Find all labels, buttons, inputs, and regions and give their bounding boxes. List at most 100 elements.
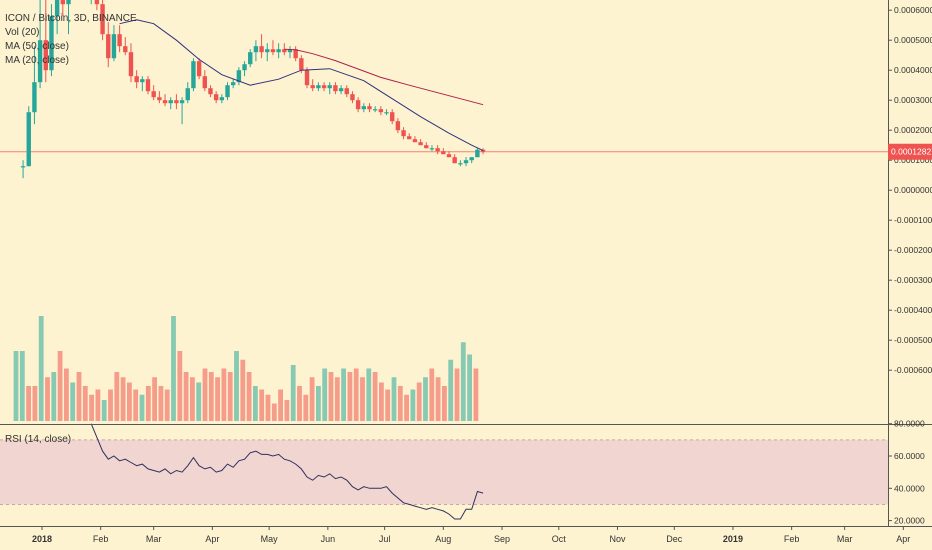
candle-down[interactable] — [446, 154, 452, 158]
price-axis-label: -0.0003000 — [894, 275, 932, 285]
time-axis-label: Apr — [896, 534, 910, 544]
candle-down[interactable] — [333, 85, 338, 92]
candle-down[interactable] — [350, 94, 355, 101]
candle-up[interactable] — [225, 85, 230, 98]
candle-down[interactable] — [293, 49, 298, 59]
candle-down[interactable] — [128, 52, 134, 77]
candle-up[interactable] — [475, 149, 480, 158]
candle-up[interactable] — [179, 100, 185, 104]
rsi-legend: RSI (14, close) — [5, 434, 71, 445]
candle-down[interactable] — [390, 112, 395, 122]
candle-down[interactable] — [418, 142, 423, 146]
volume-bar — [246, 372, 252, 421]
legend-ma50: MA (50, close) — [5, 41, 69, 52]
candle-up[interactable] — [372, 109, 378, 111]
candle-up[interactable] — [253, 46, 259, 53]
candle-down[interactable] — [162, 100, 168, 104]
candle-up[interactable] — [287, 49, 293, 53]
candle-up[interactable] — [32, 82, 37, 113]
volume-bar — [89, 394, 94, 421]
candle-down[interactable] — [157, 97, 162, 101]
candle-down[interactable] — [151, 91, 156, 98]
candle-up[interactable] — [316, 85, 321, 89]
volume-bar — [404, 394, 409, 421]
candle-up[interactable] — [265, 49, 270, 53]
candle-up[interactable] — [384, 112, 389, 114]
candle-down[interactable] — [452, 157, 457, 164]
candle-down[interactable] — [282, 49, 287, 53]
candle-down[interactable] — [344, 88, 349, 95]
candle-up[interactable] — [20, 166, 26, 168]
candle-down[interactable] — [304, 70, 310, 86]
legend-vol: Vol (20) — [5, 27, 39, 38]
candle-up[interactable] — [168, 100, 173, 104]
candle-down[interactable] — [270, 49, 276, 53]
candle-up[interactable] — [54, 0, 60, 17]
candle-up[interactable] — [242, 64, 247, 71]
candle-up[interactable] — [458, 163, 463, 165]
volume-bar — [385, 389, 391, 421]
candle-up[interactable] — [37, 40, 43, 83]
candle-down[interactable] — [117, 34, 122, 47]
time-axis-label: Nov — [609, 534, 626, 544]
candle-up[interactable] — [338, 88, 344, 92]
candle-down[interactable] — [174, 100, 179, 104]
candle-down[interactable] — [378, 109, 384, 113]
candle-down[interactable] — [407, 136, 412, 140]
candle-down[interactable] — [145, 79, 151, 92]
candle-up[interactable] — [327, 85, 332, 89]
time-axis-label: Oct — [552, 534, 567, 544]
candle-up[interactable] — [361, 106, 367, 110]
candle-down[interactable] — [43, 40, 48, 71]
candle-up[interactable] — [463, 160, 469, 164]
candle-down[interactable] — [367, 106, 372, 110]
ma50-line — [284, 48, 484, 106]
candle-down[interactable] — [106, 34, 111, 59]
candle-down[interactable] — [134, 76, 139, 83]
candle-up[interactable] — [66, 0, 71, 5]
time-axis-label: Mar — [837, 534, 853, 544]
candle-up[interactable] — [236, 70, 242, 83]
volume-bar — [101, 400, 107, 421]
candle-down[interactable] — [441, 151, 446, 155]
candle-down[interactable] — [299, 58, 304, 71]
candle-up[interactable] — [248, 52, 253, 65]
candle-down[interactable] — [60, 0, 66, 5]
candle-down[interactable] — [100, 4, 105, 35]
candle-up[interactable] — [191, 61, 196, 89]
candle-down[interactable] — [424, 145, 429, 149]
candle-up[interactable] — [230, 82, 236, 86]
candle-down[interactable] — [213, 94, 219, 101]
volume-bar — [467, 354, 472, 421]
candle-up[interactable] — [276, 49, 281, 53]
time-axis-label: Jul — [379, 534, 391, 544]
price-axis-label: -0.0001000 — [894, 215, 932, 225]
candle-up[interactable] — [140, 79, 145, 83]
candle-down[interactable] — [412, 139, 418, 143]
candle-up[interactable] — [49, 16, 54, 71]
candle-down[interactable] — [259, 46, 264, 53]
rsi-axis-label: 80.0000 — [894, 419, 925, 429]
candle-down[interactable] — [123, 46, 128, 53]
candle-down[interactable] — [480, 149, 486, 152]
candle-up[interactable] — [185, 88, 190, 101]
candle-down[interactable] — [355, 100, 361, 110]
candle-down[interactable] — [94, 0, 100, 5]
candle-up[interactable] — [111, 34, 117, 59]
rsi-pane[interactable] — [90, 423, 484, 520]
candle-up[interactable] — [429, 148, 435, 150]
candle-down[interactable] — [310, 85, 315, 89]
candle-up[interactable] — [469, 157, 474, 161]
candle-down[interactable] — [202, 76, 207, 89]
candle-down[interactable] — [435, 148, 440, 152]
candle-down[interactable] — [321, 85, 327, 89]
candle-up[interactable] — [219, 97, 225, 101]
candle-down[interactable] — [196, 61, 202, 77]
candle-up[interactable] — [26, 112, 31, 167]
volume-bar — [108, 389, 113, 421]
candle-down[interactable] — [401, 130, 406, 137]
candle-down[interactable] — [395, 121, 401, 131]
price-pane[interactable] — [0, 0, 888, 179]
candle-down[interactable] — [208, 88, 213, 95]
